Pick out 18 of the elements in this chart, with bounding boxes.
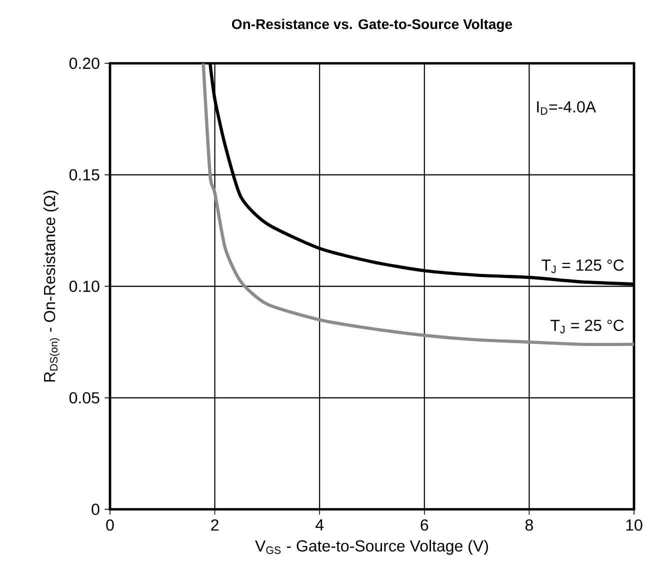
- y-axis-title: R$_{DS(on)}$ - On-Resistance (Ω): [43, 190, 60, 382]
- x-tick-label: 8: [525, 519, 533, 531]
- line-series: [202, 63, 634, 346]
- chart-title: On-Resistance vs. Gate-to-Source Voltage: [232, 18, 512, 32]
- y-tick-label: 0.20: [69, 58, 100, 69]
- x-axis-title: V$_{GS}$ - Gate-to-Source Voltage (V): [255, 540, 488, 555]
- y-tick-label: 0.05: [69, 392, 100, 404]
- y-tick-label: 0: [92, 504, 100, 515]
- x-tick-label: 4: [316, 519, 324, 530]
- y-tick-label: 0.15: [69, 169, 100, 180]
- series-label: T$_{J}$ = 125 °C: [542, 259, 624, 274]
- x-tick-label: 2: [211, 519, 218, 531]
- x-tick-label: 10: [626, 519, 642, 531]
- x-tick-label: 0: [106, 519, 114, 531]
- y-tick-label: 0.10: [69, 280, 100, 292]
- series-label: T$_{J}$ = 25 °C: [550, 320, 624, 334]
- x-tick-label: 6: [420, 519, 428, 531]
- annotation: I$_{D}$=-4.0A: [537, 101, 596, 115]
